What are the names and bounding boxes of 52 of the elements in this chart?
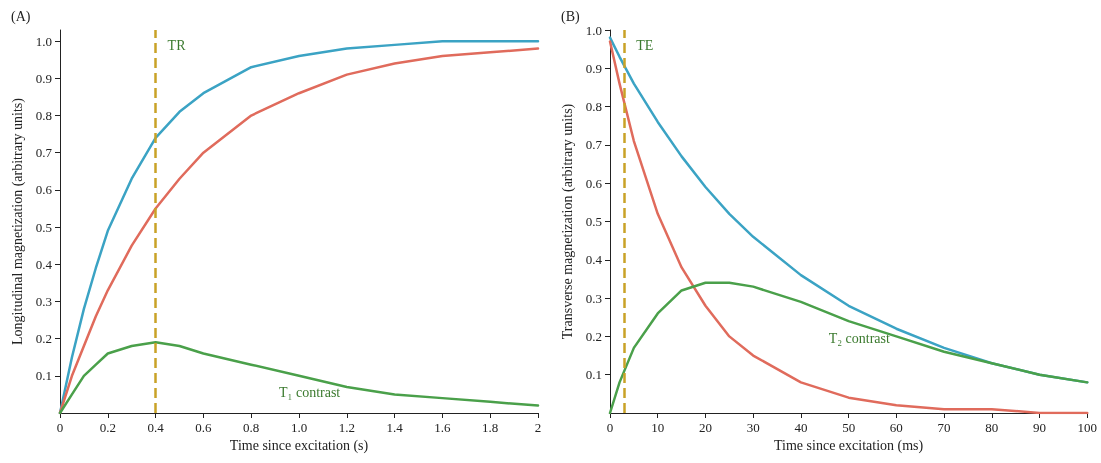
x-tick-label: 30 <box>746 420 760 435</box>
chart-title: (A) <box>11 8 31 25</box>
x-tick-label: 90 <box>1033 420 1047 435</box>
x-tick-label: 0 <box>606 420 614 435</box>
x-tick-label: 20 <box>698 420 712 435</box>
x-tick-label: 1.8 <box>482 420 499 435</box>
x-tick-label: 50 <box>842 420 856 435</box>
y-tick-label: 0.4 <box>35 256 53 272</box>
y-tick-label: 0.1 <box>585 367 602 383</box>
x-tick-label: 1.6 <box>434 420 452 435</box>
x-tick-label: 70 <box>937 420 951 435</box>
x-tick-label: 100 <box>1077 420 1097 435</box>
y-tick-label: 1.0 <box>35 33 52 49</box>
ref-line-label: TE <box>636 37 654 53</box>
x-axis-title: Time since excitation (s) <box>229 438 369 455</box>
y-tick-label: 1.0 <box>585 22 602 38</box>
x-tick-label: 40 <box>794 420 808 435</box>
y-tick-label: 0.2 <box>585 328 602 344</box>
annotation: T₁ contrast <box>279 385 341 401</box>
y-tick-label: 0.2 <box>35 331 52 347</box>
y-axis-title: Transverse magnetization (arbitrary units) <box>560 103 577 340</box>
chart-title: (B) <box>561 8 580 25</box>
x-tick-label: 0.2 <box>99 420 116 435</box>
y-tick-label: 0.3 <box>585 290 602 306</box>
y-tick-label: 0.9 <box>585 60 602 76</box>
x-tick-label: 0.8 <box>243 420 260 435</box>
y-axis-title: Longitudinal magnetization (arbitrary units) <box>10 97 27 345</box>
x-tick-label: 1.0 <box>290 420 308 435</box>
y-tick-label: 0.8 <box>35 108 52 124</box>
y-tick-label: 0.6 <box>35 182 53 198</box>
x-tick-label: 10 <box>651 420 665 435</box>
y-tick-label: 0.7 <box>35 145 53 161</box>
x-tick-label: 0.6 <box>195 420 213 435</box>
y-tick-label: 0.8 <box>585 99 602 115</box>
x-tick-label: 80 <box>985 420 999 435</box>
y-tick-label: 0.1 <box>35 368 52 384</box>
y-tick-label: 0.7 <box>585 137 603 153</box>
annotation: T₂ contrast <box>828 330 890 346</box>
x-tick-label: 0.4 <box>147 420 165 435</box>
y-tick-label: 0.4 <box>585 252 603 268</box>
x-axis-title: Time since excitation (ms) <box>774 438 924 455</box>
x-tick-label: 2 <box>534 420 542 435</box>
y-tick-label: 0.3 <box>35 293 52 309</box>
y-tick-label: 0.5 <box>35 219 52 235</box>
x-tick-label: 60 <box>889 420 903 435</box>
x-tick-label: 1.2 <box>338 420 355 435</box>
ref-line-label: TR <box>167 37 187 53</box>
x-tick-label: 1.4 <box>386 420 404 435</box>
y-tick-label: 0.5 <box>585 214 602 229</box>
y-tick-label: 0.6 <box>585 175 603 191</box>
x-tick-label: 0 <box>56 420 64 435</box>
y-tick-label: 0.9 <box>35 70 52 86</box>
